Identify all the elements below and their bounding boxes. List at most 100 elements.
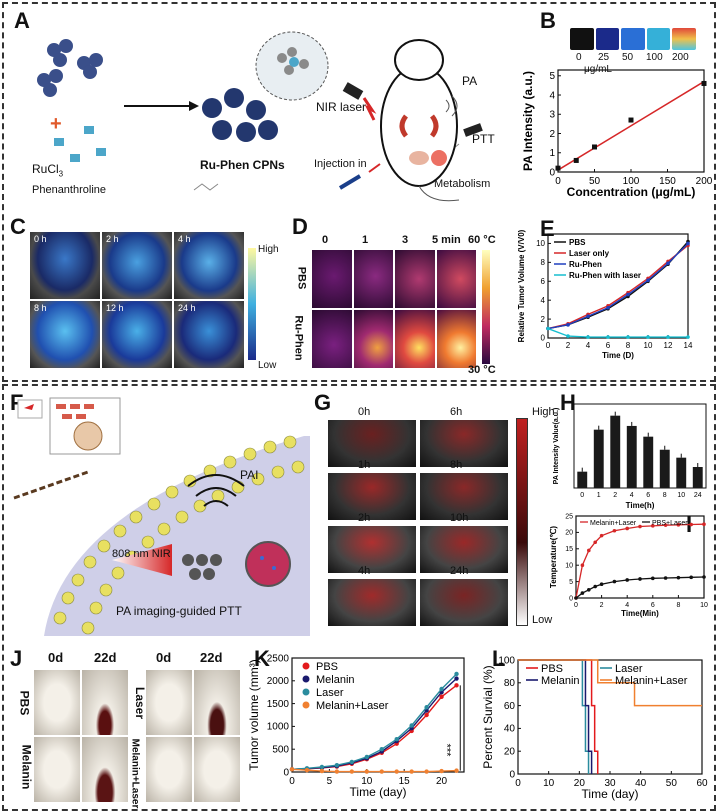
series-point [409, 723, 414, 728]
series-point [612, 579, 617, 584]
bar [692, 467, 703, 488]
us-pa-grid: 0h 6h 1h 8h 2h 10h 4h 24h [328, 406, 508, 626]
series-point [666, 261, 670, 266]
series-point [586, 335, 590, 339]
colorbar-c-low: Low [258, 360, 277, 371]
series-point [424, 705, 429, 710]
x-tick-label: 10 [700, 602, 708, 609]
x-tick-label: 150 [659, 176, 676, 187]
legend-swatch [302, 688, 310, 696]
g-time-2h: 2h [358, 512, 371, 524]
y-axis-label: Relative Tumor Volume (V/V0) [517, 229, 526, 342]
legend-swatch [302, 675, 310, 683]
series-point [319, 768, 325, 774]
series-point [626, 292, 630, 297]
y-tick-label: 1000 [267, 722, 290, 733]
legend-label: Laser [615, 663, 643, 675]
data-point [592, 144, 597, 150]
series-point [663, 523, 668, 527]
colorbar-c-high: High [258, 244, 279, 255]
legend-label: Melanin [316, 674, 355, 686]
legend-swatch [302, 701, 310, 709]
nir-laser-label: NIR laser [316, 100, 367, 114]
x-tick-label: 20 [436, 776, 448, 787]
panel-letter-g: G [314, 390, 332, 415]
colorbar-d [482, 250, 490, 364]
thermal-time-0: 0 [322, 234, 329, 246]
y-tick-label: 8 [541, 258, 546, 267]
colorbar-d-min: 30 °C [468, 364, 496, 376]
y-axis-label: PA Intensity Value(a.u.) [553, 408, 560, 485]
series-point [646, 278, 650, 283]
x-tick-label: 14 [684, 341, 693, 350]
series-point [599, 533, 604, 538]
x-tick-label: 0 [546, 341, 551, 350]
pai-label: PAI [240, 468, 259, 482]
x-tick-label: 1 [597, 492, 601, 499]
colorbar-g-low: Low [532, 614, 553, 626]
bar [676, 457, 687, 488]
x-tick-label: 200 [696, 176, 712, 187]
series-point [580, 563, 585, 567]
legend-label: Ru-Phen with laser [569, 271, 641, 280]
x-tick-label: 10 [543, 778, 555, 789]
series-point [574, 596, 578, 600]
survival-line [518, 659, 702, 707]
series-point [689, 575, 693, 580]
x-tick-label: 30 [604, 778, 616, 789]
series-point [702, 575, 706, 579]
series-point [334, 762, 340, 768]
fit-line [557, 80, 705, 171]
x-axis-label: Time(Min) [621, 609, 659, 618]
ptt-label: PTT [472, 132, 495, 146]
conc-label-50: 50 [622, 52, 634, 63]
y-tick-label: 10 [565, 563, 573, 570]
us-tile: 24 h [174, 301, 244, 368]
us-time-3: 8 h [34, 303, 47, 313]
x-tick-label: 8 [676, 602, 680, 609]
x-tick-label: 100 [623, 176, 640, 187]
y-tick-label: 20 [504, 747, 516, 758]
y-axis-label: Percent Survial (%) [481, 665, 495, 768]
x-tick-label: 8 [663, 492, 667, 499]
series-point [666, 335, 670, 339]
g-time-1h: 1h [358, 459, 371, 471]
series-point [651, 524, 655, 528]
x-tick-label: 8 [626, 341, 631, 350]
us-time-0: 0 h [34, 234, 47, 244]
x-tick-label: 0 [574, 602, 578, 609]
x-axis-label: Time (D) [602, 351, 634, 360]
y-tick-label: 80 [504, 678, 516, 689]
series-point [349, 759, 355, 765]
thermal-time-2: 3 [402, 234, 409, 246]
series-line [291, 768, 457, 773]
x-tick-label: 6 [646, 492, 650, 499]
series-point [566, 322, 570, 327]
x-tick-label: 50 [589, 176, 601, 187]
significance-stars: *** [440, 743, 453, 757]
series-point [586, 314, 590, 319]
series-point [454, 671, 459, 677]
bar [593, 429, 604, 488]
data-point [555, 165, 561, 171]
y-tick-label: 2 [541, 315, 546, 324]
colorbar-g-high: High [532, 406, 555, 418]
y-tick-label: 5 [569, 579, 573, 586]
rucl3-text: RuCl [32, 162, 59, 176]
g-time-8h: 8h [450, 459, 463, 471]
chart-k: 0 5 10 15 20 0 500 1000 1500 2000 2500 Time (day) Tu… [247, 653, 465, 799]
series-point [394, 769, 399, 774]
j-row-melanin-laser: Melanin+Laser [129, 738, 141, 809]
series-point [454, 768, 459, 773]
panel-a: A + RuCl3 Phenanthroline Ru-Phen C [14, 8, 518, 206]
y-tick-label: 2 [549, 129, 555, 140]
series-point [394, 736, 399, 742]
x-tick-label: 15 [399, 776, 411, 787]
legend-label: Melanin+Laser [316, 700, 389, 712]
colorbar-d-max: 60 °C [468, 234, 496, 246]
data-point [573, 157, 579, 163]
panel-letter-e: E [540, 216, 555, 241]
series-point [334, 769, 340, 774]
x-tick-label: 10 [361, 776, 373, 787]
y-tick-label: 25 [565, 513, 573, 520]
